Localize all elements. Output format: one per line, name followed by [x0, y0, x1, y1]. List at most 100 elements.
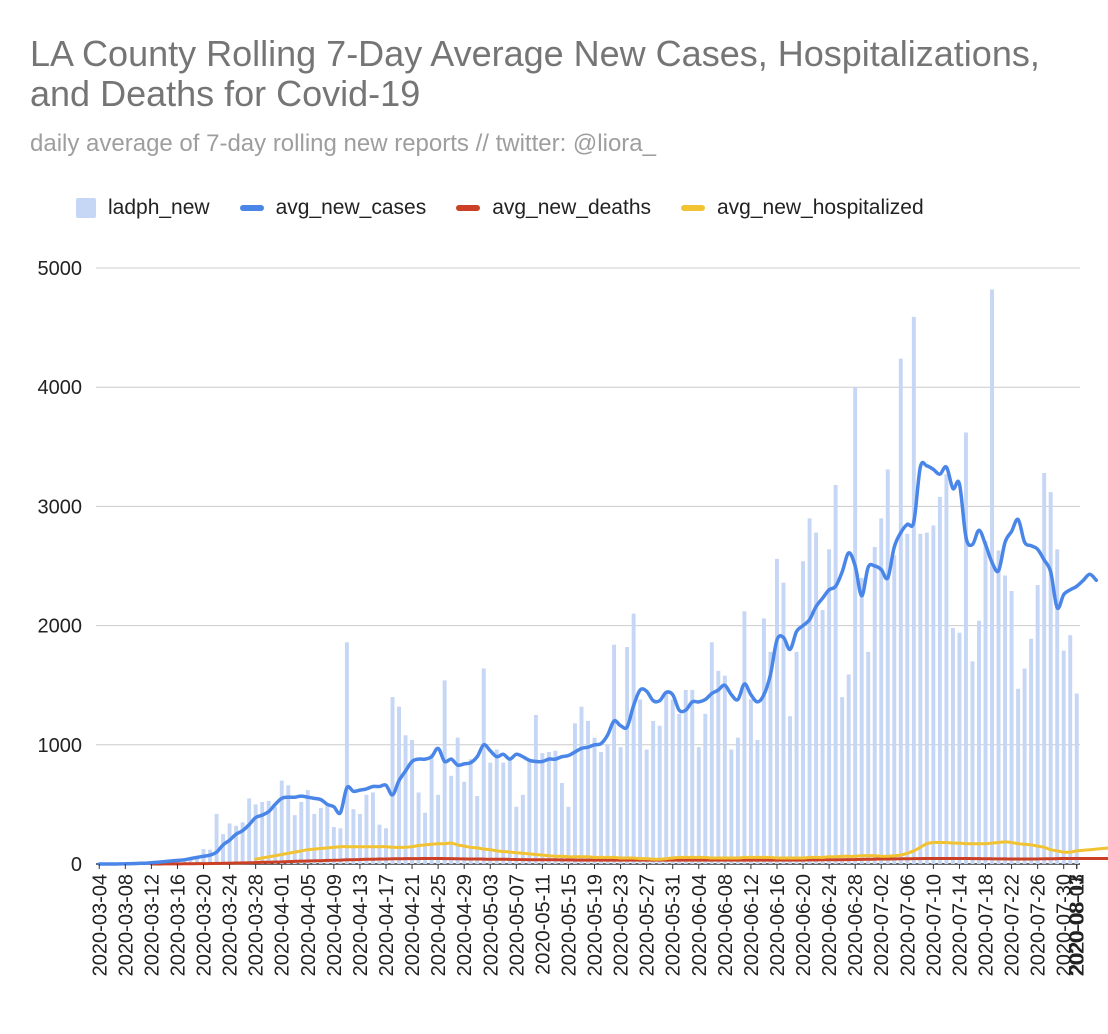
bar-ladph-new[interactable] [559, 782, 564, 864]
bar-ladph-new[interactable] [950, 627, 955, 864]
legend-item-ladph-new[interactable]: ladph_new [76, 196, 210, 220]
bar-ladph-new[interactable] [1074, 693, 1079, 864]
bar-ladph-new[interactable] [273, 806, 278, 864]
bar-ladph-new[interactable] [195, 856, 199, 864]
bar-ladph-new[interactable] [429, 754, 434, 864]
bar-ladph-new[interactable] [937, 496, 942, 864]
bar-ladph-new[interactable] [260, 802, 265, 864]
bar-ladph-new[interactable] [911, 316, 916, 864]
bar-ladph-new[interactable] [247, 798, 252, 864]
bar-ladph-new[interactable] [807, 518, 812, 864]
bar-ladph-new[interactable] [1016, 688, 1021, 864]
bar-ladph-new[interactable] [944, 474, 949, 864]
bar-ladph-new[interactable] [905, 533, 910, 864]
bar-ladph-new[interactable] [286, 785, 291, 864]
bar-ladph-new[interactable] [188, 857, 193, 864]
bar-ladph-new[interactable] [814, 532, 819, 864]
bar-ladph-new[interactable] [696, 747, 701, 864]
bar-ladph-new[interactable] [657, 725, 662, 864]
bar-ladph-new[interactable] [292, 815, 297, 864]
line-avg-new-cases[interactable] [97, 460, 1099, 866]
bar-ladph-new[interactable] [1068, 635, 1073, 864]
bar-ladph-new[interactable] [924, 532, 929, 864]
bar-ladph-new[interactable] [533, 715, 538, 864]
bar-ladph-new[interactable] [442, 680, 447, 864]
bar-ladph-new[interactable] [305, 790, 310, 864]
bar-ladph-new[interactable] [755, 740, 760, 864]
bar-ladph-new[interactable] [318, 807, 323, 864]
bar-ladph-new[interactable] [299, 802, 304, 864]
bar-ladph-new[interactable] [709, 642, 714, 864]
bar-ladph-new[interactable] [1048, 492, 1053, 864]
legend-item-avg-new-hospitalized[interactable]: avg_new_hospitalized [681, 196, 924, 220]
line-avg-new-hospitalized[interactable] [254, 840, 1108, 861]
bar-ladph-new[interactable] [403, 735, 408, 864]
bar-ladph-new[interactable] [612, 644, 617, 864]
bar-ladph-new[interactable] [722, 675, 727, 864]
bar-ladph-new[interactable] [227, 823, 232, 864]
bar-ladph-new[interactable] [833, 484, 838, 864]
bar-ladph-new[interactable] [670, 699, 675, 864]
bar-ladph-new[interactable] [683, 689, 688, 864]
bar-ladph-new[interactable] [768, 651, 773, 864]
bar-ladph-new[interactable] [775, 558, 779, 864]
bar-ladph-new[interactable] [794, 651, 799, 864]
bar-ladph-new[interactable] [507, 756, 512, 864]
bar-ladph-new[interactable] [644, 749, 649, 864]
bar-ladph-new[interactable] [605, 744, 610, 864]
bar-ladph-new[interactable] [573, 723, 577, 864]
bar-ladph-new[interactable] [488, 762, 493, 864]
bar-ladph-new[interactable] [625, 647, 630, 864]
bar-ladph-new[interactable] [761, 618, 766, 864]
bar-ladph-new[interactable] [390, 697, 395, 864]
bar-ladph-new[interactable] [540, 753, 545, 864]
bar-ladph-new[interactable] [1009, 591, 1014, 864]
bar-ladph-new[interactable] [735, 737, 740, 864]
bar-ladph-new[interactable] [1055, 549, 1060, 864]
bar-ladph-new[interactable] [638, 699, 643, 864]
bar-ladph-new[interactable] [820, 610, 825, 864]
bar-ladph-new[interactable] [1042, 473, 1047, 864]
bar-ladph-new[interactable] [977, 620, 981, 864]
bar-ladph-new[interactable] [983, 540, 988, 864]
bar-ladph-new[interactable] [748, 699, 753, 864]
bar-ladph-new[interactable] [370, 792, 375, 864]
bar-ladph-new[interactable] [690, 689, 695, 864]
bar-ladph-new[interactable] [514, 806, 519, 864]
bar-ladph-new[interactable] [586, 720, 590, 864]
bar-ladph-new[interactable] [872, 546, 877, 864]
bar-ladph-new[interactable] [827, 549, 832, 864]
bar-ladph-new[interactable] [344, 642, 349, 864]
bar-ladph-new[interactable] [729, 749, 734, 864]
bar-ladph-new[interactable] [1029, 638, 1034, 864]
bar-ladph-new[interactable] [703, 713, 708, 864]
bar-ladph-new[interactable] [501, 762, 506, 864]
bar-ladph-new[interactable] [898, 358, 903, 864]
bar-ladph-new[interactable] [996, 550, 1001, 864]
bar-ladph-new[interactable] [859, 577, 864, 864]
bar-ladph-new[interactable] [599, 751, 603, 864]
bar-ladph-new[interactable] [781, 582, 786, 864]
bar-ladph-new[interactable] [931, 525, 936, 864]
bar-ladph-new[interactable] [553, 750, 558, 864]
bar-ladph-new[interactable] [364, 794, 369, 864]
bar-ladph-new[interactable] [325, 804, 330, 864]
bar-ladph-new[interactable] [410, 740, 415, 864]
bar-ladph-new[interactable] [885, 469, 890, 864]
bar-ladph-new[interactable] [279, 780, 284, 864]
bar-ladph-new[interactable] [312, 813, 317, 864]
bar-ladph-new[interactable] [423, 812, 428, 864]
bar-ladph-new[interactable] [240, 822, 245, 864]
bar-ladph-new[interactable] [853, 387, 858, 864]
bar-ladph-new[interactable] [468, 759, 473, 864]
bar-ladph-new[interactable] [475, 796, 480, 864]
bar-ladph-new[interactable] [494, 749, 499, 864]
bar-ladph-new[interactable] [631, 613, 636, 864]
bar-ladph-new[interactable] [436, 794, 441, 864]
bar-ladph-new[interactable] [677, 713, 682, 864]
bar-ladph-new[interactable] [918, 533, 923, 864]
bar-ladph-new[interactable] [214, 813, 219, 864]
bar-ladph-new[interactable] [964, 432, 968, 864]
bar-ladph-new[interactable] [331, 827, 336, 864]
bar-ladph-new[interactable] [592, 737, 597, 864]
